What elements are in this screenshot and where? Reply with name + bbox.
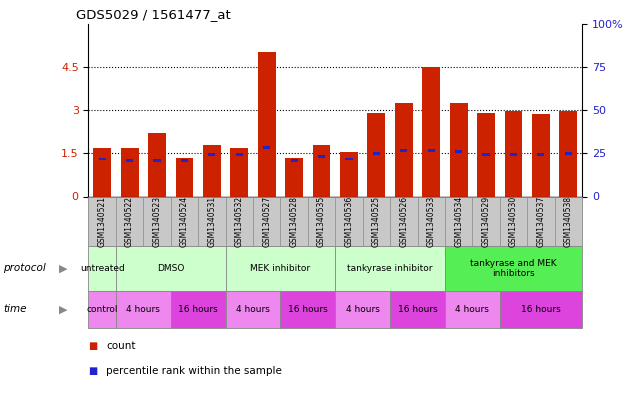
Bar [367,113,385,196]
Bar [121,147,138,196]
Text: GSM1340522: GSM1340522 [125,196,134,246]
Text: GSM1340526: GSM1340526 [399,195,408,247]
Text: 16 hours: 16 hours [288,305,328,314]
Bar [537,153,544,156]
Bar [93,147,111,196]
Text: GSM1340537: GSM1340537 [537,195,545,247]
Bar [285,158,303,196]
Text: 16 hours: 16 hours [397,305,437,314]
Text: GSM1340521: GSM1340521 [97,196,106,246]
Bar [148,133,166,196]
Text: ■: ■ [88,341,97,351]
Text: GSM1340534: GSM1340534 [454,195,463,247]
Text: GSM1340536: GSM1340536 [344,195,353,247]
Text: ▶: ▶ [58,305,67,314]
Text: GDS5029 / 1561477_at: GDS5029 / 1561477_at [76,8,230,21]
Bar [565,152,572,155]
Bar [504,112,522,196]
Bar [455,151,462,153]
Text: 4 hours: 4 hours [236,305,270,314]
Bar [395,103,413,196]
Bar [428,149,435,152]
Text: GSM1340531: GSM1340531 [207,195,217,247]
Bar [510,153,517,156]
Text: GSM1340528: GSM1340528 [290,196,299,246]
Bar [483,153,490,156]
Text: GSM1340538: GSM1340538 [564,195,573,247]
Bar [236,153,243,156]
Text: ■: ■ [88,366,97,376]
Bar [126,159,133,162]
Text: DMSO: DMSO [157,264,185,273]
Bar [203,145,221,196]
Bar [373,152,380,155]
Bar [532,114,550,196]
Bar [477,113,495,196]
Bar [345,158,353,160]
Text: GSM1340533: GSM1340533 [427,195,436,247]
Text: 4 hours: 4 hours [345,305,379,314]
Bar [99,158,106,160]
Text: time: time [3,305,27,314]
Bar [290,159,297,162]
Bar [153,159,161,162]
Text: tankyrase and MEK
inhibitors: tankyrase and MEK inhibitors [470,259,557,278]
Text: GSM1340525: GSM1340525 [372,195,381,247]
Text: MEK inhibitor: MEK inhibitor [251,264,310,273]
Text: GSM1340523: GSM1340523 [153,195,162,247]
Text: 4 hours: 4 hours [126,305,160,314]
Text: GSM1340527: GSM1340527 [262,195,271,247]
Bar [208,153,215,156]
Bar [313,145,331,196]
Text: 4 hours: 4 hours [455,305,489,314]
Bar [400,149,408,152]
Bar [422,67,440,196]
Text: tankyrase inhibitor: tankyrase inhibitor [347,264,433,273]
Bar [318,155,325,158]
Bar [560,112,578,196]
Text: GSM1340524: GSM1340524 [180,195,189,247]
Text: 16 hours: 16 hours [178,305,218,314]
Bar [176,158,194,196]
Bar [230,147,248,196]
Text: control: control [87,305,118,314]
Bar [258,52,276,196]
Text: count: count [106,341,136,351]
Bar [450,103,467,196]
Text: GSM1340535: GSM1340535 [317,195,326,247]
Bar [181,159,188,162]
Text: GSM1340529: GSM1340529 [481,195,490,247]
Bar [340,152,358,196]
Text: GSM1340530: GSM1340530 [509,195,518,247]
Text: protocol: protocol [3,263,46,273]
Text: percentile rank within the sample: percentile rank within the sample [106,366,282,376]
Text: untreated: untreated [79,264,124,273]
Text: ▶: ▶ [58,263,67,273]
Bar [263,146,271,149]
Text: GSM1340532: GSM1340532 [235,195,244,247]
Text: 16 hours: 16 hours [521,305,561,314]
